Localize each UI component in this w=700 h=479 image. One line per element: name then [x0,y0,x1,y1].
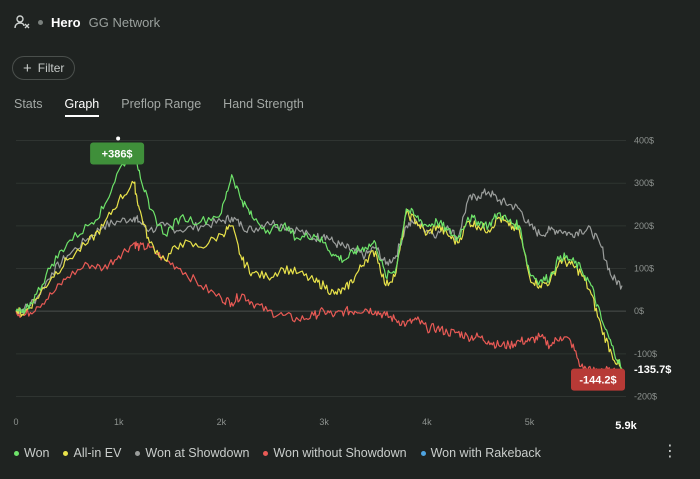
legend-label: All-in EV [73,446,122,460]
player-name: Hero [51,14,81,30]
profit-graph: 400$ 300$ 200$ 100$ 0$ -100$ -200$ 0 1k 2k 3k 4k 5k 5… [13,136,671,432]
legend-swatch [14,450,19,456]
end-value-label: -135.7$ [634,364,671,376]
legend-item-won-at-showdown[interactable]: Won at Showdown [135,446,249,460]
plus-icon: + [23,59,32,77]
x-tick-label: 2k [217,417,227,427]
y-tick-label: 100$ [634,264,654,274]
y-tick-label: 200$ [634,221,654,231]
legend-swatch [420,450,426,456]
x-tick-label: 1k [114,417,124,427]
legend-label: Won with Rakeback [430,446,541,460]
peak-badge [90,142,145,165]
legend-item-won-without-showdown[interactable]: Won without Showdown [263,446,407,460]
legend-label: Won [24,446,50,460]
legend-item-all-in-ev[interactable]: All-in EV [63,446,121,460]
legend-label: Won without Showdown [273,446,407,460]
tab-preflop-range[interactable]: Preflop Range [121,97,202,111]
y-tick-label: -200$ [634,391,657,401]
legend-item-won-with-rakeback[interactable]: Won with Rakeback [420,446,541,460]
low-badge [571,368,625,391]
legend-swatch [135,450,141,456]
status-dot [38,19,43,25]
legend-item-won[interactable]: Won [14,446,49,460]
legend: Won All-in EV Won at Showdown Won withou… [14,446,541,460]
filter-button[interactable]: + Filter [12,56,76,80]
y-tick-label: 0$ [634,306,644,316]
tab-bar: Stats Graph Preflop Range Hand Strength [14,97,304,117]
legend-label: Won at Showdown [145,446,250,460]
peak-label: +386$ [102,149,133,161]
legend-swatch [263,450,269,456]
low-label: -144.2$ [579,375,616,387]
won-without-showdown-line [15,241,623,378]
user-settings-icon[interactable] [14,14,30,30]
filter-label: Filter [37,61,65,75]
all-in-ev-line [15,180,623,372]
legend-swatch [63,450,69,456]
y-tick-label: 300$ [634,178,654,188]
x-tick-label: 3k [319,417,329,427]
network-name: GG Network [88,14,161,30]
tab-graph[interactable]: Graph [64,97,100,117]
tab-hand-strength[interactable]: Hand Strength [223,97,304,111]
won-line [15,147,623,370]
x-tick-label: 5k [525,417,535,427]
y-tick-label: -100$ [634,349,657,359]
peak-marker [116,136,121,141]
header: Hero GG Network [14,14,160,30]
x-end-label: 5.9k [615,420,637,432]
more-options-icon[interactable]: ⋮ [662,443,678,460]
won-at-showdown-line [15,188,623,315]
x-tick-label: 0 [13,417,18,427]
x-tick-label: 4k [422,417,432,427]
tab-stats[interactable]: Stats [14,97,43,111]
y-tick-label: 400$ [634,136,654,146]
